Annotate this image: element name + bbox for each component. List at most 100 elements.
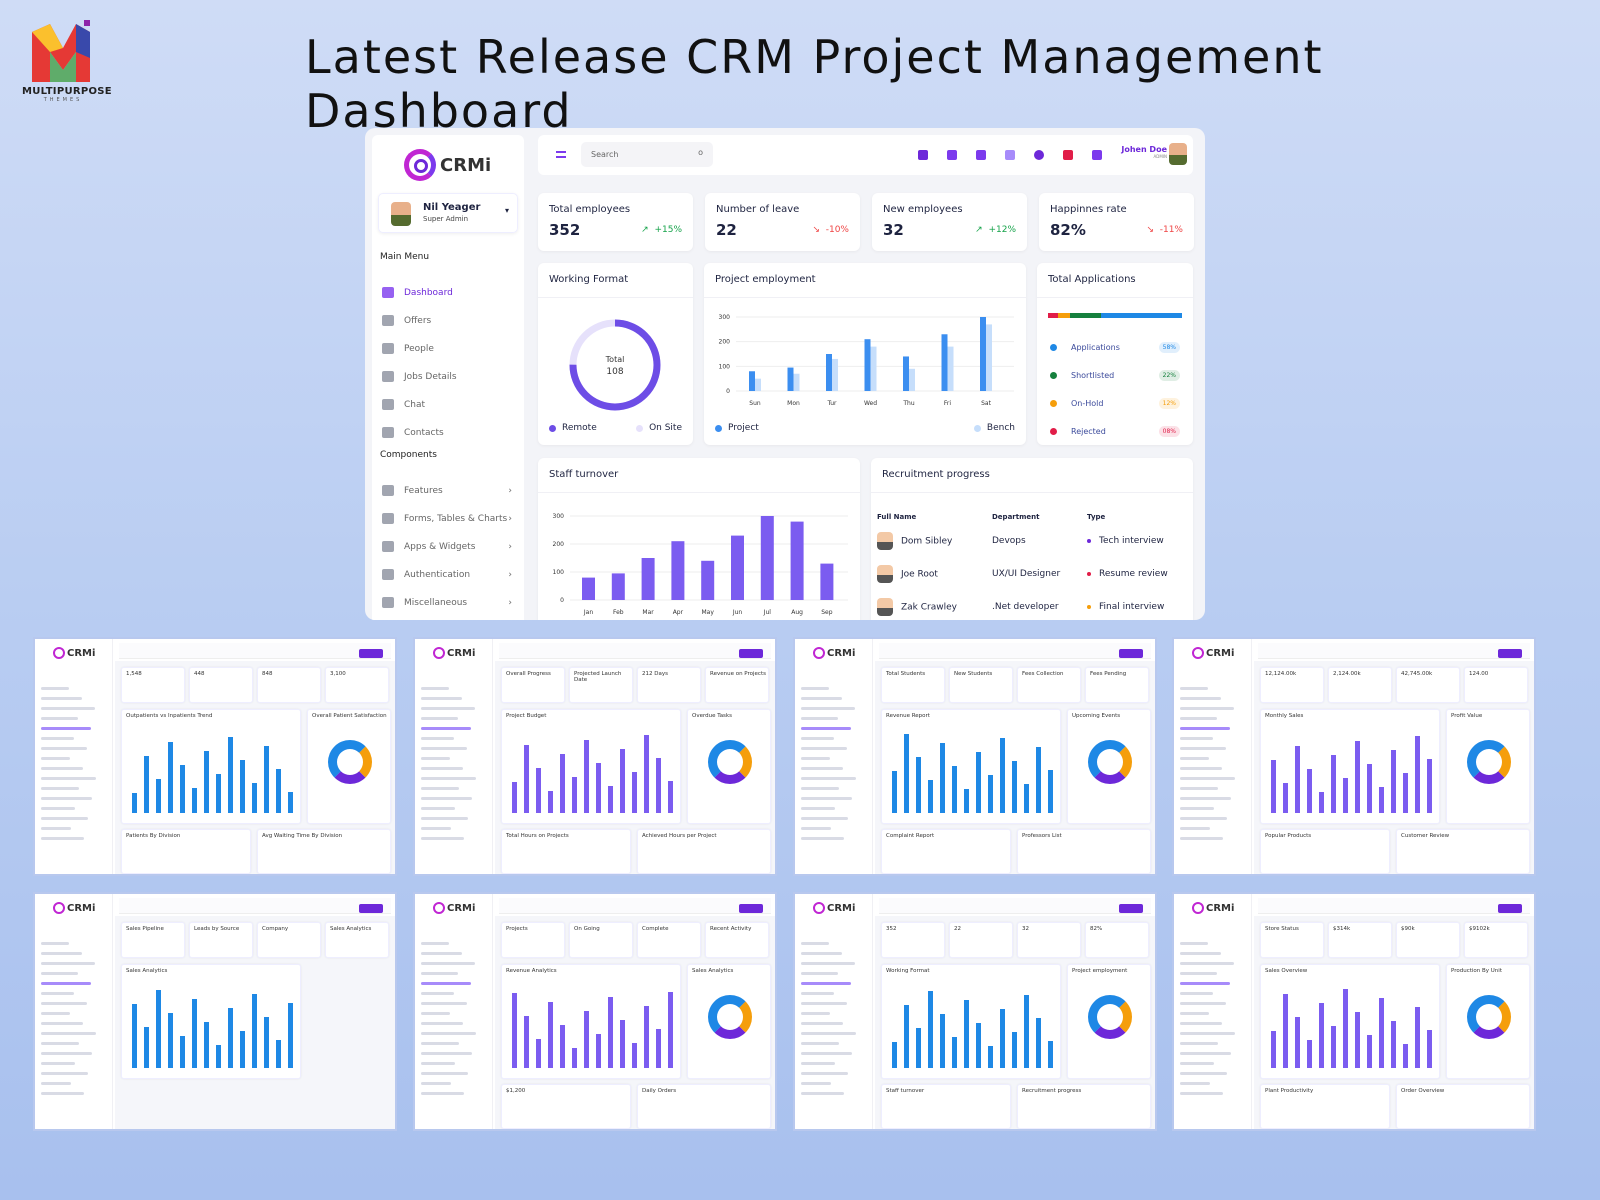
thumbnail-card: Overall Progress — [501, 667, 565, 703]
thumbnail-donut — [1467, 740, 1511, 784]
thumbnail-card: Total Students — [881, 667, 945, 703]
thumbnail-bar — [1012, 1032, 1017, 1068]
stacked-bar-segment — [1057, 313, 1071, 318]
dashboard-thumbnail[interactable]: CRMi Total Students New Students Fees Colle… — [793, 637, 1157, 876]
generate-report-button — [359, 649, 383, 658]
thumbnail-bar — [560, 1025, 565, 1068]
sidebar-item-apps-widgets[interactable]: Apps & Widgets › — [382, 541, 512, 552]
user-switcher[interactable]: Nil Yeager Super Admin ▾ — [378, 193, 518, 233]
app-logo[interactable]: CRMi — [404, 149, 491, 181]
stacked-bar-segment — [1101, 313, 1182, 318]
sidebar-item-features[interactable]: Features › — [382, 485, 512, 496]
profile-avatar[interactable] — [1169, 143, 1187, 165]
x-tick-label: Sat — [981, 400, 991, 407]
x-tick-label: Tur — [826, 400, 837, 407]
thumbnail-bar — [1391, 750, 1396, 813]
thumbnail-card: Production By Unit — [1446, 964, 1530, 1079]
thumbnail-bar — [632, 772, 637, 813]
thumbnail-bar — [288, 1003, 293, 1068]
thumbnail-bar — [620, 1020, 625, 1068]
thumbnail-bar — [608, 997, 613, 1068]
logo-mark — [28, 18, 98, 86]
sidebar-item-miscellaneous[interactable]: Miscellaneous › — [382, 597, 512, 608]
thumbnail-bar — [536, 1039, 541, 1068]
thumbnail-bar — [228, 1008, 233, 1068]
menu-toggle-icon[interactable] — [556, 151, 566, 158]
dashboard-thumbnail[interactable]: CRMi Store Status $314k $90k $9102k Sales Ove… — [1172, 892, 1536, 1131]
thumbnail-bar — [560, 754, 565, 813]
x-tick-label: Jul — [763, 609, 772, 616]
x-tick-label: Thu — [902, 400, 914, 407]
table-row[interactable]: Dom Sibley Devops Tech interview — [877, 524, 1168, 557]
bar-staff-turnover — [611, 573, 625, 600]
dashboard-thumbnail[interactable]: CRMi 1,548 448 848 3,100 Outpatients vs Inpat… — [33, 637, 397, 876]
dashboard-thumbnail[interactable]: CRMi 352 22 32 82% Working Format Project empl… — [793, 892, 1157, 1131]
thumbnail-bar — [892, 1042, 897, 1068]
thumbnail-card: Avg Waiting Time By Division — [257, 829, 391, 874]
application-status-item: Shortlisted 22% — [1050, 370, 1180, 381]
sidebar-item-jobs-details[interactable]: Jobs Details — [382, 371, 512, 382]
file-icon[interactable] — [976, 150, 986, 160]
thumbnail-card: Project employment — [1067, 964, 1151, 1079]
search-input[interactable]: Search o — [581, 142, 713, 167]
app-logo: CRMi — [433, 647, 475, 659]
bell-icon[interactable] — [918, 150, 928, 160]
sidebar-item-offers[interactable]: Offers — [382, 315, 512, 326]
generate-report-button — [1119, 649, 1143, 658]
generate-report-button — [739, 649, 763, 658]
thumbnail-bar — [1355, 1012, 1360, 1068]
sidebar-item-contacts[interactable]: Contacts — [382, 427, 512, 438]
table-row[interactable]: Zak Crawley .Net developer Final interview — [877, 590, 1168, 620]
thumbnail-bar — [976, 752, 981, 813]
thumbnail-card: Sales Analytics — [121, 964, 301, 1079]
grid-icon — [382, 287, 394, 298]
sidebar-item-dashboard[interactable]: Dashboard — [382, 287, 512, 298]
thumbnail-bar — [1024, 995, 1029, 1068]
flag-icon[interactable] — [1063, 150, 1073, 160]
profile-menu[interactable]: Johen Doe ADMIN — [1121, 145, 1167, 159]
sidebar-item-people[interactable]: People — [382, 343, 512, 354]
thumbnail-card: New Students — [949, 667, 1013, 703]
sidebar-item-forms-tables-charts[interactable]: Forms, Tables & Charts › — [382, 513, 512, 524]
sidebar-item-chat[interactable]: Chat — [382, 399, 512, 410]
x-tick-label: Fri — [944, 400, 951, 407]
thumbnail-bar — [1415, 736, 1420, 813]
dashboard-thumbnail[interactable]: CRMi Projects On Going Complete Recent Activ… — [413, 892, 777, 1131]
thumbnail-card: Sales Pipeline — [121, 922, 185, 958]
stat-card: Happinnes rate 82% ↘ -11% — [1039, 193, 1194, 251]
fullscreen-icon[interactable] — [1092, 150, 1102, 160]
thumbnail-bar — [144, 1027, 149, 1068]
bar-bench — [793, 373, 800, 391]
thumbnail-bar — [1295, 1017, 1300, 1068]
chat-icon[interactable] — [1034, 150, 1044, 160]
y-tick-label: 200 — [719, 339, 731, 346]
table-row[interactable]: Joe Root UX/UI Designer Resume review — [877, 557, 1168, 590]
dashboard-thumbnail[interactable]: CRMi Overall Progress Projected Launch Dat… — [413, 637, 777, 876]
arrow-up-right-icon: ↗ — [975, 225, 983, 235]
application-status-item: On-Hold 12% — [1050, 398, 1180, 409]
thumbnail-card: 32 — [1017, 922, 1081, 958]
thumbnail-card: Working Format — [881, 964, 1061, 1079]
thumbnail-bar — [1283, 994, 1288, 1068]
thumbnail-bar — [964, 789, 969, 813]
thumbnail-bar — [1012, 761, 1017, 813]
thumbnail-card: 2,124.00k — [1328, 667, 1392, 703]
cart-icon[interactable] — [1005, 150, 1015, 160]
dashboard-thumbnail[interactable]: CRMi Sales Pipeline Leads by Source Company… — [33, 892, 397, 1131]
layout-icon[interactable] — [947, 150, 957, 160]
bar-project — [749, 371, 755, 391]
search-icon: o — [698, 148, 703, 157]
stacked-bar-segment — [1048, 313, 1058, 318]
thumbnail-bar — [916, 1028, 921, 1068]
thumbnail-card: Overall Patient Satisfaction — [307, 709, 391, 824]
y-tick-label: 0 — [560, 597, 564, 604]
contacts-icon — [382, 427, 394, 438]
bar-project — [980, 317, 986, 391]
dashboard-preview: CRMi Nil Yeager Super Admin ▾ Main Menu … — [365, 128, 1205, 620]
dashboard-thumbnail[interactable]: CRMi 12,124.00k 2,124.00k 42,745.00k 124.00 M… — [1172, 637, 1536, 876]
sidebar-item-authentication[interactable]: Authentication › — [382, 569, 512, 580]
bar-project — [826, 354, 832, 391]
thumbnail-bar — [228, 737, 233, 813]
stat-delta: ↗ +12% — [975, 225, 1016, 235]
x-tick-label: Jan — [583, 609, 593, 616]
